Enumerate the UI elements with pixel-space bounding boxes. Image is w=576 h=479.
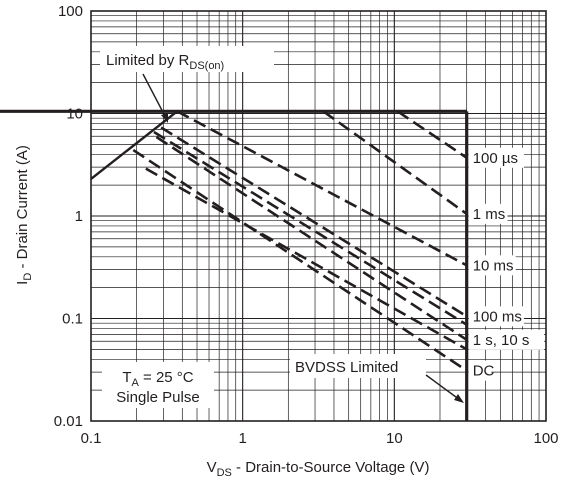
series-line bbox=[155, 135, 468, 341]
y-tick-labels: 100 10 1 0.1 0.01 bbox=[54, 3, 83, 430]
x-tick-label: 10 bbox=[386, 430, 403, 447]
series-line bbox=[322, 110, 468, 215]
series-line bbox=[176, 110, 468, 267]
plot-frame bbox=[90, 10, 547, 422]
series-line bbox=[160, 126, 468, 318]
series-label: 100 ms bbox=[473, 308, 522, 325]
series-label: DC bbox=[473, 363, 495, 380]
series-label: 10 ms bbox=[473, 257, 514, 274]
chart-marks bbox=[0, 109, 469, 421]
rds-on-limit-line bbox=[90, 110, 178, 180]
conditions-annotation-line1: TA = 25 °C bbox=[122, 369, 193, 389]
bvdss-leader-arrow bbox=[425, 374, 464, 403]
series-line bbox=[153, 130, 468, 326]
rds-annotation-sub: DS(on) bbox=[189, 60, 224, 72]
x-axis-title-rest: - Drain-to-Source Voltage (V) bbox=[232, 459, 430, 476]
rds-label-bg bbox=[100, 46, 274, 72]
x-tick-label: 100 bbox=[533, 430, 558, 447]
series-label: 1 ms bbox=[473, 206, 506, 223]
series-line bbox=[145, 167, 468, 351]
y-axis-title-main: I bbox=[14, 281, 31, 285]
bvdss-annotation: BVDSS Limited bbox=[295, 359, 398, 376]
series-label-bg bbox=[468, 203, 508, 224]
conditions-annotation-sub: A bbox=[132, 377, 140, 389]
series-label-bg bbox=[468, 306, 524, 327]
series-label: 100 µs bbox=[473, 150, 518, 167]
rds-leader-arrow bbox=[142, 73, 168, 123]
x-tick-label: 1 bbox=[238, 430, 246, 447]
series-line bbox=[132, 148, 468, 372]
x-tick-labels: 0.1 1 10 100 bbox=[81, 430, 559, 447]
series-labels: 100 µs 1 ms 10 ms 100 ms 1 s, 10 s DC bbox=[468, 147, 544, 381]
y-tick-label: 0.01 bbox=[54, 413, 83, 430]
series-line bbox=[396, 110, 468, 159]
rds-annotation-main: Limited by R bbox=[106, 52, 190, 69]
y-axis-title-rest: - Drain Current (A) bbox=[14, 145, 31, 273]
y-axis-title: ID - Drain Current (A) bbox=[14, 145, 34, 285]
rds-annotation: Limited by RDS(on) bbox=[106, 52, 224, 72]
x-tick-label: 0.1 bbox=[81, 430, 102, 447]
x-axis-title-sub: DS bbox=[217, 467, 232, 479]
y-tick-label: 100 bbox=[58, 3, 83, 20]
y-tick-label: 10 bbox=[66, 106, 83, 123]
series-label-bg bbox=[468, 329, 544, 350]
y-tick-label: 0.1 bbox=[62, 311, 83, 328]
conditions-label-bg bbox=[102, 362, 214, 408]
conditions-annotation-main: T bbox=[122, 369, 131, 386]
series-label-bg bbox=[468, 255, 516, 276]
series-label-bg bbox=[468, 360, 492, 381]
y-tick-label: 1 bbox=[75, 208, 83, 225]
y-axis-title-sub: D bbox=[22, 273, 34, 281]
bvdss-label-bg bbox=[290, 354, 426, 378]
conditions-annotation-line2: Single Pulse bbox=[116, 389, 199, 406]
x-axis-title-main: V bbox=[207, 459, 217, 476]
series-label: 1 s, 10 s bbox=[473, 332, 530, 349]
conditions-annotation-rest: = 25 °C bbox=[139, 369, 194, 386]
x-axis-title: VDS - Drain-to-Source Voltage (V) bbox=[207, 459, 430, 479]
series-label-bg bbox=[468, 147, 524, 168]
